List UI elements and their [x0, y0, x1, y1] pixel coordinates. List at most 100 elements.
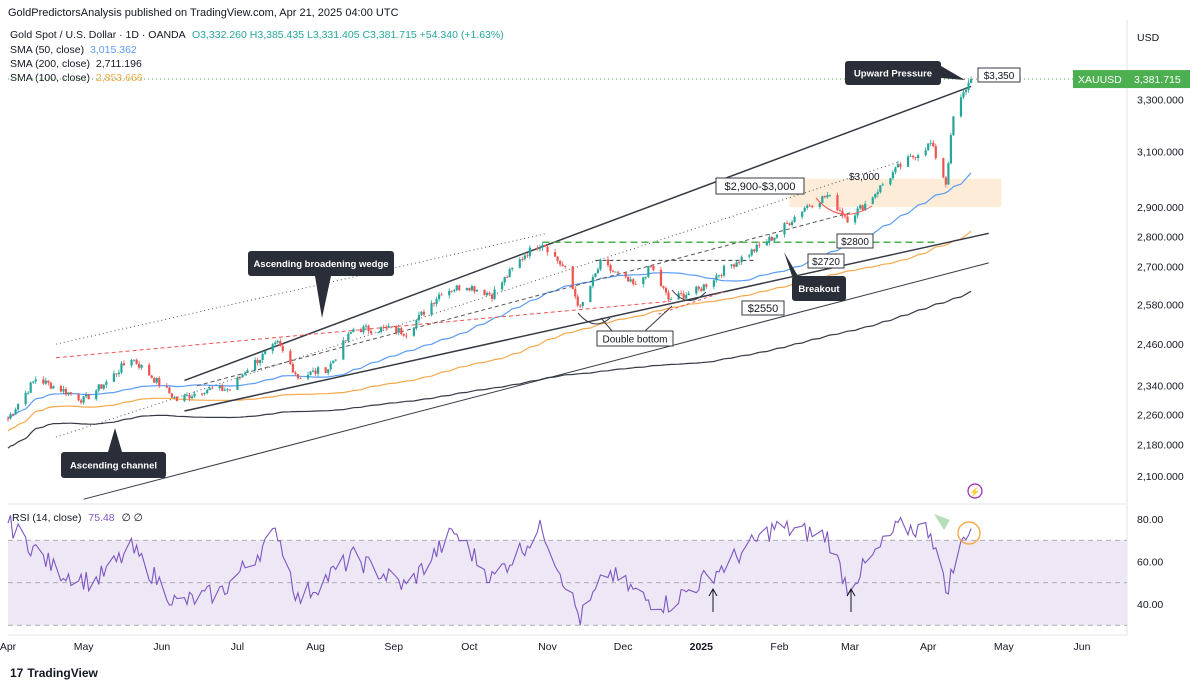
candle-body — [564, 266, 567, 268]
candle-body — [506, 276, 509, 278]
candle-body — [899, 164, 902, 167]
rsi-tick-label: 40.00 — [1137, 599, 1163, 611]
candle-body — [253, 360, 257, 371]
candle-body — [475, 289, 479, 292]
candle-body — [581, 302, 584, 306]
sma100-legend[interactable]: SMA (100, close) 2,853.666 — [10, 72, 143, 84]
candle-body — [556, 256, 559, 261]
candle-body — [571, 266, 574, 289]
candle-body — [281, 346, 284, 351]
wedge-upper-line — [184, 85, 972, 382]
candle-body — [183, 394, 186, 401]
candle-body — [206, 390, 209, 394]
sma200-value: 2,711.196 — [95, 58, 142, 70]
candle-body — [574, 288, 577, 297]
level-2800-label: $2800 — [841, 237, 869, 248]
candle-body — [201, 393, 204, 395]
candle-body — [105, 381, 108, 385]
candle-body — [735, 262, 738, 267]
candle-body — [543, 244, 547, 247]
upward-pressure-callout-pointer — [941, 66, 965, 80]
candle-body — [503, 276, 506, 283]
candle-body — [859, 205, 862, 209]
candle-body — [906, 156, 910, 167]
sma200-legend[interactable]: SMA (200, close) 2,711.196 — [10, 58, 142, 70]
zone-label-box — [715, 177, 805, 195]
rsi-legend[interactable]: RSI (14, close) 75.48 ∅ ∅ — [12, 512, 143, 524]
last-price-box — [1128, 70, 1190, 89]
ascending-channel-callout-box — [61, 452, 166, 478]
candle-body — [47, 380, 50, 383]
candle-body — [369, 330, 373, 333]
candle-body — [732, 264, 736, 267]
candle-body — [790, 221, 794, 225]
candle-body — [137, 363, 141, 368]
sma100-label: SMA (100, close) — [10, 72, 90, 84]
candle-body — [942, 158, 945, 178]
candle-body — [296, 374, 300, 379]
alert-icon-glyph: ⚡ — [969, 486, 980, 498]
candle-body — [359, 329, 363, 333]
candle-body — [642, 277, 645, 285]
candle-body — [367, 325, 370, 331]
publisher-header: GoldPredictorsAnalysis published on Trad… — [8, 7, 399, 19]
candle-body — [85, 394, 88, 397]
candle-body — [140, 364, 143, 368]
price-tick-label: 2,900.000 — [1137, 202, 1184, 214]
candle-body — [153, 377, 156, 383]
candle-body — [788, 223, 791, 225]
alert-icon — [967, 483, 983, 499]
candle-body — [717, 275, 721, 277]
candle-body — [680, 293, 683, 295]
candle-body — [243, 373, 247, 375]
candle-body — [501, 282, 504, 290]
candle-body — [223, 389, 226, 391]
candle-body — [488, 293, 491, 295]
candle-body — [871, 197, 874, 204]
candle-body — [422, 311, 426, 315]
last-price-label: 3,381.715 — [1134, 74, 1181, 86]
candle-body — [490, 294, 494, 299]
candle-body — [400, 328, 403, 335]
broadening-wedge-callout-box — [248, 251, 394, 276]
tradingview-logo[interactable]: 17 TradingView — [10, 666, 98, 680]
candle-body — [853, 215, 857, 223]
sma50-legend[interactable]: SMA (50, close) 3,015.362 — [10, 44, 137, 56]
candle-body — [493, 289, 496, 299]
level-2720-label: $2720 — [812, 257, 840, 268]
candle-body — [828, 195, 831, 196]
candle-body — [889, 178, 892, 185]
sma100-value: 2,853.666 — [95, 72, 143, 84]
double-bottom-right-arc — [671, 289, 707, 301]
candle-body — [911, 155, 915, 158]
candle-body — [97, 384, 100, 391]
candle-body — [415, 320, 418, 328]
candle-body — [420, 311, 423, 315]
wedge-lower-line — [184, 232, 989, 412]
candle-body — [700, 288, 703, 291]
candle-body — [803, 207, 806, 212]
candle-body — [485, 293, 489, 296]
candle-body — [95, 390, 98, 400]
candle-body — [511, 267, 514, 270]
candle-body — [352, 329, 355, 333]
candle-body — [929, 142, 932, 144]
candle-body — [311, 370, 315, 372]
rsi-value: 75.48 — [88, 512, 115, 524]
candle-body — [821, 196, 824, 204]
candle-body — [417, 314, 421, 321]
candle-body — [944, 177, 947, 185]
double-bottom-left-arc — [577, 312, 611, 325]
candle-body — [483, 289, 486, 296]
candle-body — [627, 276, 630, 282]
candle-body — [526, 255, 529, 257]
candle-body — [589, 286, 592, 303]
candle-body — [806, 205, 809, 208]
candles-group — [6, 76, 973, 422]
candle-body — [664, 287, 668, 293]
candle-body — [773, 237, 776, 241]
candle-body — [349, 332, 352, 334]
candle-body — [274, 342, 277, 345]
candle-body — [702, 284, 705, 291]
